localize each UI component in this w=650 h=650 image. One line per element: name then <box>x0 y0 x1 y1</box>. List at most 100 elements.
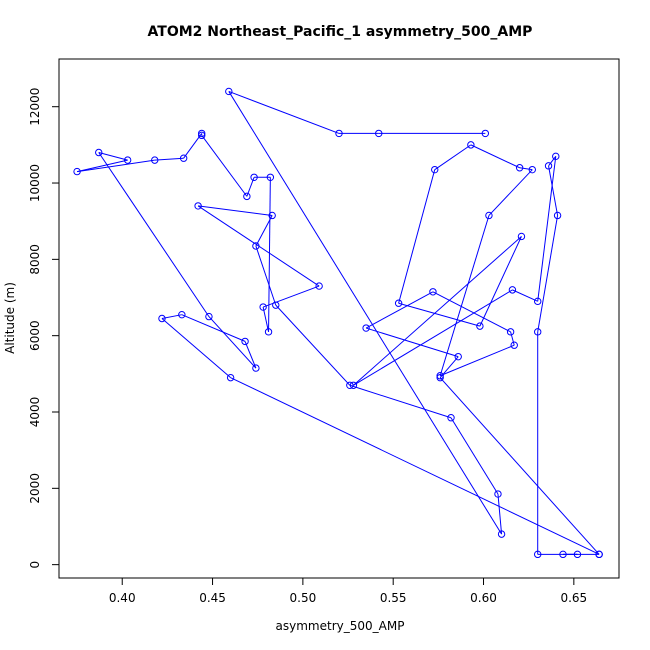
series-segment <box>548 156 557 167</box>
series-segment <box>537 156 557 302</box>
y-tick-label: 6000 <box>28 320 42 351</box>
plot-area <box>73 87 603 559</box>
y-tick-label: 2000 <box>28 473 42 504</box>
data-point <box>73 167 81 176</box>
data-point <box>252 242 260 250</box>
data-point <box>485 211 493 220</box>
data-point <box>544 162 553 170</box>
data-point <box>508 286 517 294</box>
series-segment <box>439 215 490 376</box>
data-point <box>272 301 280 309</box>
series-segment <box>512 289 538 302</box>
series-segment <box>349 384 452 419</box>
data-point <box>259 303 267 311</box>
series-segment <box>244 341 257 369</box>
data-point <box>250 173 258 182</box>
data-point <box>431 165 439 174</box>
data-point <box>534 550 542 559</box>
series-segment <box>154 157 184 161</box>
series-segment <box>161 318 231 379</box>
series-segment <box>398 169 436 304</box>
series-segment <box>98 152 128 161</box>
data-point <box>447 414 455 422</box>
series-segment <box>365 327 459 358</box>
data-point <box>241 337 249 346</box>
series-segment <box>275 304 351 386</box>
data-point <box>151 156 159 164</box>
series-segment <box>262 285 320 308</box>
series-segment <box>228 91 503 535</box>
y-axis: 0 2000 4000 6000 8000 10000 12000 <box>28 88 59 569</box>
series-segment <box>470 144 520 169</box>
data-point <box>494 490 502 498</box>
data-point <box>226 373 235 382</box>
series-segment <box>353 289 513 386</box>
data-point <box>375 129 383 138</box>
data-point <box>506 328 515 336</box>
series-segment <box>519 167 533 171</box>
x-tick-label: 0.65 <box>560 591 587 605</box>
data-point <box>315 282 323 290</box>
data-point <box>573 550 582 559</box>
data-point <box>264 328 273 336</box>
data-point <box>436 373 444 382</box>
data-point <box>559 550 567 559</box>
series-segment <box>479 236 522 327</box>
data-point <box>553 211 562 220</box>
data-point <box>552 152 560 161</box>
data-point <box>335 129 343 138</box>
series-segment <box>76 159 128 173</box>
plot-frame <box>58 58 620 579</box>
y-tick-label: 10000 <box>28 164 42 202</box>
y-tick-label: 8000 <box>28 244 42 275</box>
series-segment <box>432 291 511 333</box>
series-segment <box>439 344 515 377</box>
series-segment <box>228 90 340 134</box>
data-point <box>497 530 506 538</box>
series-segment <box>201 135 248 197</box>
data-point <box>476 322 484 330</box>
series-segment <box>488 169 533 216</box>
data-point <box>198 129 206 138</box>
data-point <box>349 381 358 389</box>
series-segment <box>365 291 434 329</box>
x-tick-label: 0.60 <box>470 591 497 605</box>
data-point <box>205 312 213 321</box>
series-segment <box>255 245 277 306</box>
data-point <box>534 297 542 306</box>
series-segment <box>510 331 515 346</box>
series-segment <box>353 236 522 386</box>
data-point <box>268 211 276 220</box>
data-point <box>467 141 475 149</box>
series-segment <box>450 417 499 495</box>
y-tick-label: 12000 <box>28 88 42 126</box>
chart-title: ATOM2 Northeast_Pacific_1 asymmetry_500_… <box>148 24 533 40</box>
series-segment <box>548 165 559 216</box>
data-point <box>225 87 233 96</box>
data-point <box>346 381 354 389</box>
y-tick-label: 0 <box>28 561 42 569</box>
data-point <box>95 148 103 157</box>
data-point <box>178 310 186 319</box>
series-segment <box>262 306 270 332</box>
x-axis: 0.40 0.45 0.50 0.55 0.60 0.65 <box>109 578 587 605</box>
data-point <box>510 341 518 349</box>
data-point <box>481 129 490 138</box>
series-segment <box>98 152 210 317</box>
data-point <box>179 154 188 162</box>
data-point <box>158 314 166 323</box>
x-tick-label: 0.50 <box>290 591 317 605</box>
data-point <box>534 328 542 336</box>
series-segment <box>439 377 600 555</box>
y-axis-label: Altitude (m) <box>3 282 17 354</box>
series-segment <box>230 377 600 555</box>
series-segment <box>255 215 273 247</box>
data-point <box>394 299 403 307</box>
x-tick-label: 0.40 <box>109 591 136 605</box>
series-segment <box>208 316 257 369</box>
data-point <box>362 324 370 332</box>
y-tick-label: 4000 <box>28 397 42 428</box>
data-point <box>266 173 275 182</box>
x-tick-label: 0.45 <box>199 591 226 605</box>
